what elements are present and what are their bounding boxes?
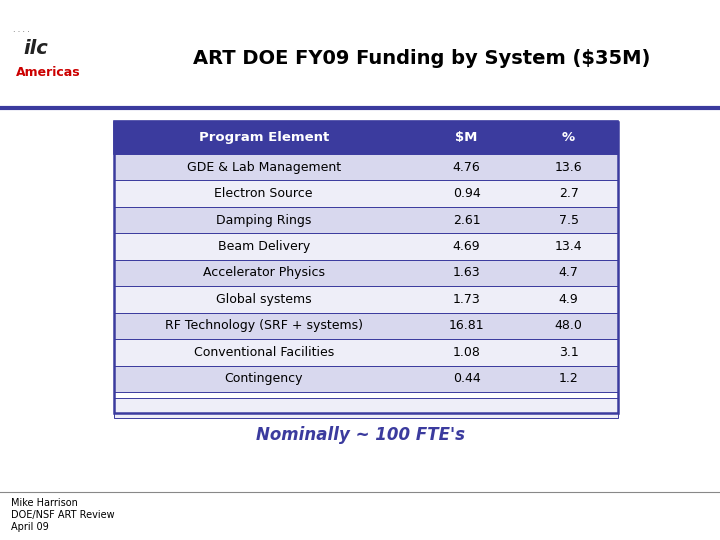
Text: Contingency: Contingency (225, 372, 303, 386)
Text: %: % (562, 131, 575, 144)
Text: 1.2: 1.2 (559, 372, 578, 386)
Text: Program Element: Program Element (199, 131, 329, 144)
Text: 13.4: 13.4 (555, 240, 582, 253)
Text: 1.73: 1.73 (453, 293, 480, 306)
Text: Global systems: Global systems (216, 293, 312, 306)
Text: 1.63: 1.63 (453, 266, 480, 280)
Text: GDE & Lab Management: GDE & Lab Management (186, 160, 341, 174)
Text: Mike Harrison: Mike Harrison (11, 498, 78, 508)
Text: 48.0: 48.0 (554, 319, 582, 333)
Text: DOE/NSF ART Review: DOE/NSF ART Review (11, 510, 114, 520)
Text: April 09: April 09 (11, 522, 48, 532)
Text: 0.44: 0.44 (453, 372, 480, 386)
Text: 2.7: 2.7 (559, 187, 579, 200)
Text: 4.9: 4.9 (559, 293, 578, 306)
Text: 0.94: 0.94 (453, 187, 480, 200)
Text: Nominally ~ 100 FTE's: Nominally ~ 100 FTE's (256, 426, 464, 444)
Text: Beam Delivery: Beam Delivery (217, 240, 310, 253)
Text: Conventional Facilities: Conventional Facilities (194, 346, 334, 359)
Text: 16.81: 16.81 (449, 319, 485, 333)
Text: ART DOE FY09 Funding by System ($35M): ART DOE FY09 Funding by System ($35M) (192, 49, 650, 68)
Text: 4.76: 4.76 (453, 160, 480, 174)
Text: 4.7: 4.7 (559, 266, 579, 280)
Text: $M: $M (455, 131, 478, 144)
Text: . . . .: . . . . (13, 25, 30, 34)
Text: 2.61: 2.61 (453, 213, 480, 227)
Text: RF Technology (SRF + systems): RF Technology (SRF + systems) (165, 319, 363, 333)
Text: Americas: Americas (16, 66, 81, 79)
Text: 1.08: 1.08 (453, 346, 480, 359)
Text: 13.6: 13.6 (555, 160, 582, 174)
Text: ilc: ilc (24, 39, 48, 58)
Text: Damping Rings: Damping Rings (216, 213, 311, 227)
Text: Electron Source: Electron Source (215, 187, 313, 200)
Text: 3.1: 3.1 (559, 346, 578, 359)
Text: Accelerator Physics: Accelerator Physics (203, 266, 325, 280)
Text: 4.69: 4.69 (453, 240, 480, 253)
Text: 7.5: 7.5 (559, 213, 579, 227)
